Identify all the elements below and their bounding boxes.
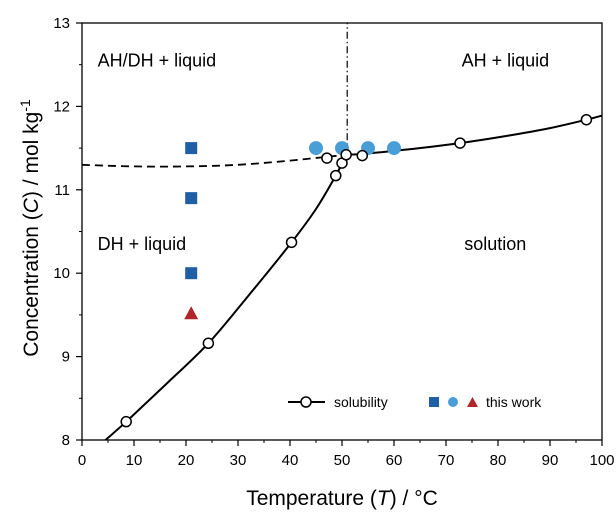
solubility-point (202, 337, 215, 350)
x-tick-label: 100 (589, 452, 614, 469)
solubility-point (120, 415, 132, 428)
legend-solubility-label: solubility (334, 394, 388, 410)
metastable-dashed-curve (82, 153, 347, 168)
this-work-circle-point (387, 141, 401, 156)
solubility-point (340, 149, 352, 161)
x-tick-label: 30 (230, 452, 247, 469)
x-tick-label: 70 (438, 452, 455, 469)
x-tick-label: 80 (490, 452, 507, 469)
this-work-square-point (185, 267, 198, 280)
region-labels: AH/DH + liquid AH + liquid DH + liquid solu… (98, 51, 550, 254)
legend-this-work-label: this work (486, 394, 542, 410)
plot-content (82, 23, 602, 440)
x-tick-label: 40 (282, 452, 299, 469)
y-tick-label: 10 (53, 265, 70, 282)
solubility-point (356, 149, 369, 162)
solubility-point (454, 137, 466, 149)
x-tick-label: 10 (126, 452, 143, 469)
axes: 0 10 20 30 40 50 60 70 80 90 100 8 9 10 11 12 13 (53, 15, 614, 469)
region-label: solution (464, 234, 526, 254)
x-axis-title: Temperature (T) / °C (246, 487, 438, 510)
solubility-point (330, 169, 342, 182)
legend: solubility this work (288, 394, 542, 410)
y-tick-label: 8 (62, 432, 70, 449)
x-tick-label: 20 (178, 452, 195, 469)
region-label: AH/DH + liquid (98, 51, 217, 71)
x-tick-label: 60 (386, 452, 403, 469)
x-tick-label: 50 (334, 452, 351, 469)
y-tick-label: 11 (54, 182, 70, 199)
this-work-triangle-point (184, 306, 199, 320)
region-label: AH + liquid (462, 51, 550, 71)
x-tick-label: 0 (78, 452, 86, 469)
solubility-point (321, 152, 333, 164)
this-work-square-point (185, 192, 198, 205)
y-tick-label: 12 (53, 98, 70, 115)
legend-triangle-marker (467, 397, 478, 407)
solubility-point (285, 236, 298, 249)
this-work-square-point (185, 142, 198, 155)
plot-frame (81, 22, 603, 441)
solubility-curve-high (346, 114, 602, 156)
x-tick-label: 90 (542, 452, 559, 469)
legend-square-marker (429, 397, 439, 407)
solubility-point (580, 113, 593, 126)
y-tick-label: 13 (53, 15, 70, 32)
legend-solubility-marker (300, 396, 312, 408)
legend-circle-marker (448, 397, 458, 407)
y-tick-label: 9 (62, 349, 70, 366)
this-work-circle-point (309, 141, 323, 156)
plot-area (82, 23, 602, 440)
region-label: DH + liquid (98, 234, 187, 254)
y-axis-title: Concentration (C) / mol kg-1 (17, 99, 43, 357)
